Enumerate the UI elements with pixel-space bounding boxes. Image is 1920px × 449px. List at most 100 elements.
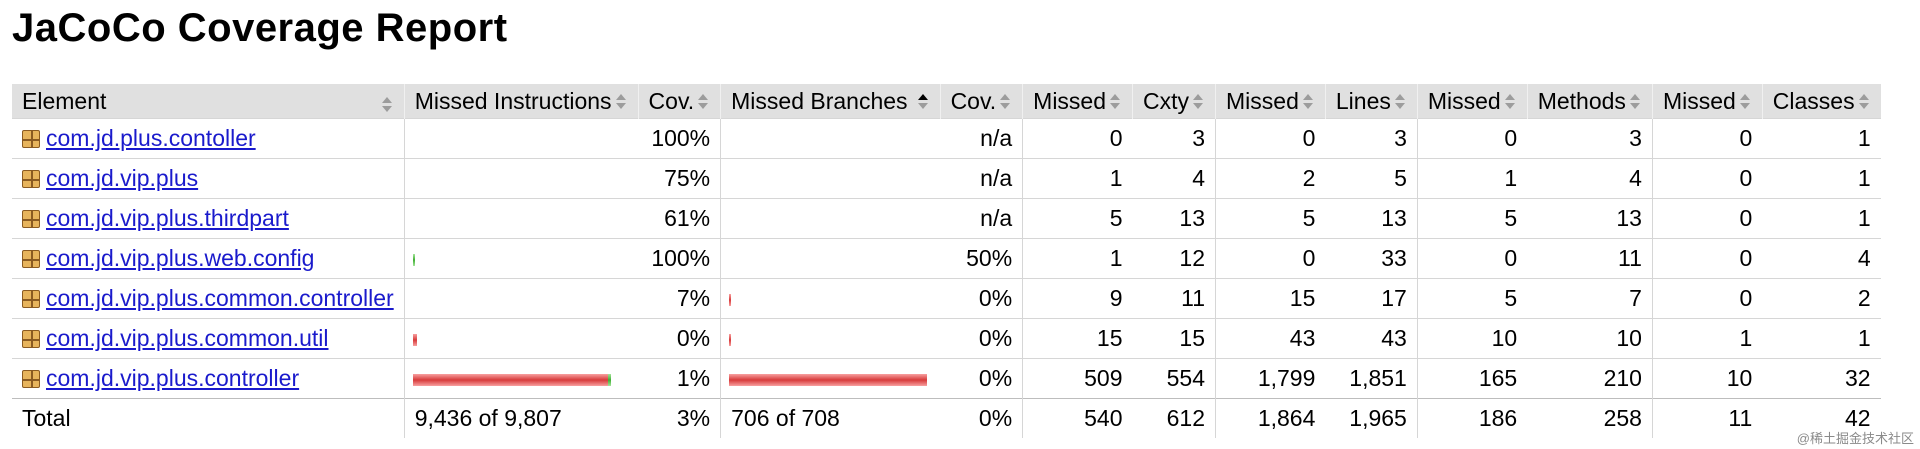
branch-cov: n/a xyxy=(940,158,1023,199)
col-methods-missed[interactable]: Missed xyxy=(1416,84,1528,119)
col-cxty[interactable]: Cxty xyxy=(1132,84,1216,119)
methods-missed: 5 xyxy=(1416,198,1528,239)
sort-icon xyxy=(1393,92,1407,112)
cxty: 4 xyxy=(1132,158,1216,199)
sort-icon xyxy=(1628,92,1642,112)
branch-bar-cell xyxy=(720,158,941,199)
col-cxty-missed[interactable]: Missed xyxy=(1022,84,1133,119)
instr-cov: 1% xyxy=(638,358,721,399)
sort-icon xyxy=(380,95,394,115)
methods: 210 xyxy=(1527,358,1653,399)
package-icon xyxy=(22,330,40,348)
instr-bar-cell xyxy=(403,278,639,319)
sort-icon xyxy=(1503,92,1517,112)
element-cell: com.jd.vip.plus.controller xyxy=(12,358,405,399)
missed-bar xyxy=(412,373,608,386)
table-row: com.jd.vip.plus.common.util 0% 0% 15 15 43 43 1… xyxy=(12,318,1881,359)
lines: 5 xyxy=(1325,158,1418,199)
branch-bar-cell xyxy=(720,358,941,399)
col-methods[interactable]: Methods xyxy=(1526,84,1653,119)
classes-missed: 0 xyxy=(1651,198,1763,239)
col-lines-missed[interactable]: Missed xyxy=(1215,84,1326,119)
sort-icon xyxy=(1301,92,1315,112)
col-classes[interactable]: Classes xyxy=(1761,84,1881,119)
element-cell: com.jd.vip.plus xyxy=(12,158,405,199)
cxty-missed: 0 xyxy=(1022,118,1133,159)
instr-bar-cell xyxy=(403,158,639,199)
lines: 1,851 xyxy=(1325,358,1418,399)
methods: 3 xyxy=(1527,118,1653,159)
total-branch: 706 of 708 xyxy=(720,398,941,438)
element-cell: com.jd.vip.plus.common.util xyxy=(12,318,405,359)
col-missed-instructions[interactable]: Missed Instructions xyxy=(403,84,639,119)
instr-bar-cell xyxy=(403,318,639,359)
total-classes-missed: 11 xyxy=(1651,398,1763,438)
classes-missed: 1 xyxy=(1651,318,1763,359)
element-cell: com.jd.vip.plus.thirdpart xyxy=(12,198,405,239)
lines: 13 xyxy=(1325,198,1418,239)
cxty: 13 xyxy=(1132,198,1216,239)
element-cell: com.jd.plus.contoller xyxy=(12,118,405,159)
col-lines[interactable]: Lines xyxy=(1324,84,1418,119)
classes: 1 xyxy=(1762,118,1881,159)
col-classes-missed[interactable]: Missed xyxy=(1651,84,1763,119)
total-cxty: 612 xyxy=(1132,398,1216,438)
sort-icon xyxy=(1738,92,1752,112)
total-methods: 258 xyxy=(1527,398,1653,438)
package-link[interactable]: com.jd.vip.plus xyxy=(46,165,199,191)
col-branch-cov[interactable]: Cov. xyxy=(939,84,1023,119)
missed-bar xyxy=(412,333,417,346)
package-icon xyxy=(22,290,40,308)
lines: 17 xyxy=(1325,278,1418,319)
branch-cov: 0% xyxy=(940,358,1023,399)
total-cxty-missed: 540 xyxy=(1022,398,1133,438)
table-row: com.jd.plus.contoller 100% n/a 0 3 0 3 0 3 0 1 xyxy=(12,118,1881,159)
package-icon xyxy=(22,170,40,188)
branch-cov: n/a xyxy=(940,118,1023,159)
cxty-missed: 5 xyxy=(1022,198,1133,239)
watermark: @稀土掘金技术社区 xyxy=(1796,431,1914,446)
branch-bar-cell xyxy=(720,118,941,159)
cxty-missed: 1 xyxy=(1022,158,1133,199)
package-link[interactable]: com.jd.plus.contoller xyxy=(46,125,256,151)
page-title: JaCoCo Coverage Report xyxy=(12,6,508,50)
package-link[interactable]: com.jd.vip.plus.web.config xyxy=(46,245,315,271)
package-link[interactable]: com.jd.vip.plus.common.controller xyxy=(46,285,394,311)
cxty: 11 xyxy=(1132,278,1216,319)
package-link[interactable]: com.jd.vip.plus.common.util xyxy=(46,325,329,351)
classes: 1 xyxy=(1762,318,1881,359)
sort-icon xyxy=(1108,92,1122,112)
lines-missed: 43 xyxy=(1215,318,1326,359)
classes-missed: 0 xyxy=(1651,238,1763,279)
instr-cov: 7% xyxy=(638,278,721,319)
methods: 7 xyxy=(1527,278,1653,319)
branch-bar-cell xyxy=(720,318,941,359)
classes-missed: 10 xyxy=(1651,358,1763,399)
package-icon xyxy=(22,250,40,268)
missed-bar xyxy=(729,333,732,346)
col-instr-cov[interactable]: Cov. xyxy=(637,84,721,119)
branch-cov: 0% xyxy=(940,318,1023,359)
package-icon xyxy=(22,210,40,228)
package-icon xyxy=(22,130,40,148)
covered-bar xyxy=(607,373,611,386)
sort-icon xyxy=(998,92,1012,112)
branch-bar-cell xyxy=(720,198,941,239)
col-missed-branches[interactable]: Missed Branches xyxy=(720,84,941,119)
total-row: Total 9,436 of 9,807 3% 706 of 708 0% 54… xyxy=(12,398,1881,438)
package-link[interactable]: com.jd.vip.plus.controller xyxy=(46,365,300,391)
lines-missed: 0 xyxy=(1215,238,1326,279)
lines-missed: 0 xyxy=(1215,118,1326,159)
instr-cov: 61% xyxy=(638,198,721,239)
header-row: Element Missed Instructions Cov. Missed … xyxy=(12,84,1881,119)
sort-icon xyxy=(696,92,710,112)
total-instr-cov: 3% xyxy=(638,398,721,438)
col-element[interactable]: Element xyxy=(12,84,405,119)
coverage-table: Element Missed Instructions Cov. Missed … xyxy=(12,84,1881,438)
total-classes: 42 xyxy=(1762,398,1881,438)
total-label: Total xyxy=(12,398,405,438)
package-link[interactable]: com.jd.vip.plus.thirdpart xyxy=(46,205,289,231)
cxty-missed: 509 xyxy=(1022,358,1133,399)
instr-cov: 100% xyxy=(638,118,721,159)
branch-cov: 0% xyxy=(940,278,1023,319)
